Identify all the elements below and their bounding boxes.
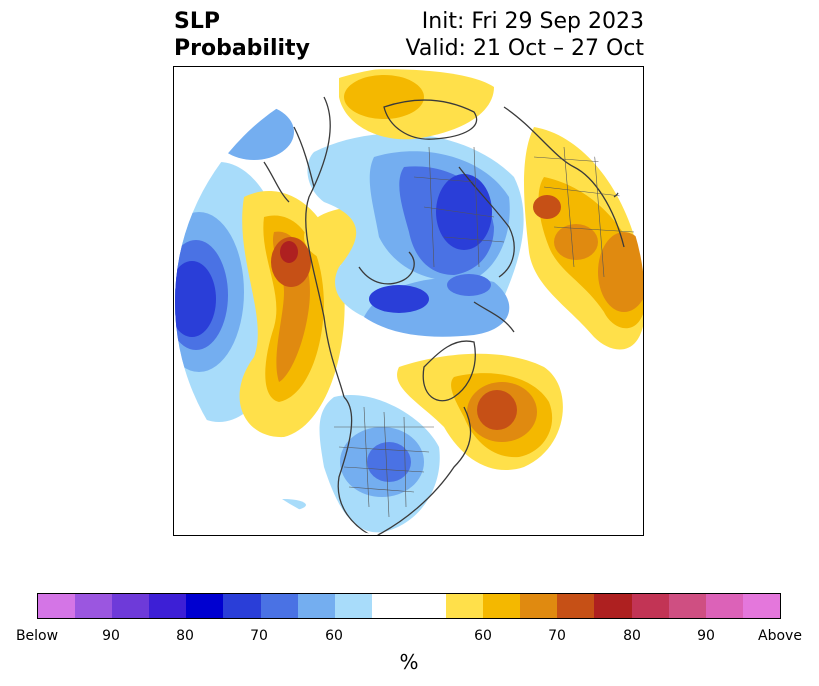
contour-yellow-north [344,75,424,119]
colorbar-tick-label: 70 [548,628,566,644]
colorbar-tick-label: 60 [325,628,343,644]
blue-anomaly-north-america [262,395,440,533]
valid-range: Valid: 21 Oct – 27 Oct [405,36,644,61]
colorbar-cell [631,594,669,618]
yellow-anomaly-north [339,69,494,140]
contour-orange-red-atlantic [477,390,517,430]
colorbar-cell [520,594,558,618]
title-variable: SLP [174,9,220,34]
title-type: Probability [174,36,310,61]
colorbar-cell [38,594,76,618]
colorbar-cell [594,594,632,618]
contour-orange-east [598,232,643,312]
probability-map [175,67,643,535]
colorbar-cell [408,594,447,618]
colorbar-tick-label: 80 [623,628,641,644]
colorbar-cell [186,594,224,618]
colorbar-unit: % [399,650,419,674]
colorbar-cell [668,594,706,618]
colorbar-cell [297,594,335,618]
colorbar-tick-label: 60 [474,628,492,644]
contour-blue-strong-arctic-south [369,285,429,313]
colorbar-tick-label: 80 [176,628,194,644]
yellow-anomaly-atlantic [397,353,563,471]
colorbar-cell [223,594,261,618]
contour-blue-mid-north [214,104,294,160]
colorbar [37,593,781,619]
colorbar-tick-label: 90 [102,628,120,644]
contour-blue-medium-na [367,442,411,482]
borders [334,146,635,518]
init-date: Init: Fri 29 Sep 2023 [421,9,644,34]
colorbar-cell [446,594,484,618]
contour-blue-strong-arctic [436,174,492,250]
contour-red-west [280,241,298,263]
colorbar-tick-label: Below [15,628,59,644]
colorbar-tick-label: 90 [697,628,715,644]
title-left: SLP Probability [174,8,310,62]
title-right: Init: Fri 29 Sep 2023 Valid: 21 Oct – 27… [406,8,644,62]
colorbar-tick-label: Above [758,628,802,644]
colorbar-cell [483,594,521,618]
colorbar-cell [260,594,298,618]
contour-blue-medium-arctic-south [447,274,491,296]
map-panel [173,66,644,536]
colorbar-cell [334,594,372,618]
blue-anomaly-arctic [307,133,524,337]
colorbar-cell [742,594,780,618]
colorbar-cell [112,594,150,618]
yellow-anomaly-west [239,191,414,438]
colorbar-tick-label: 70 [250,628,268,644]
colorbar-cell [557,594,595,618]
colorbar-cell [705,594,743,618]
yellow-anomaly-east [524,127,643,350]
contour-blue-strong [175,261,216,337]
contour-blue-light-sw [262,499,306,511]
colorbar-cell [149,594,187,618]
colorbar-cell [75,594,113,618]
contour-orange-red-east [533,195,561,219]
contour-orange-east-2 [554,224,598,260]
colorbar-cell [371,594,409,618]
